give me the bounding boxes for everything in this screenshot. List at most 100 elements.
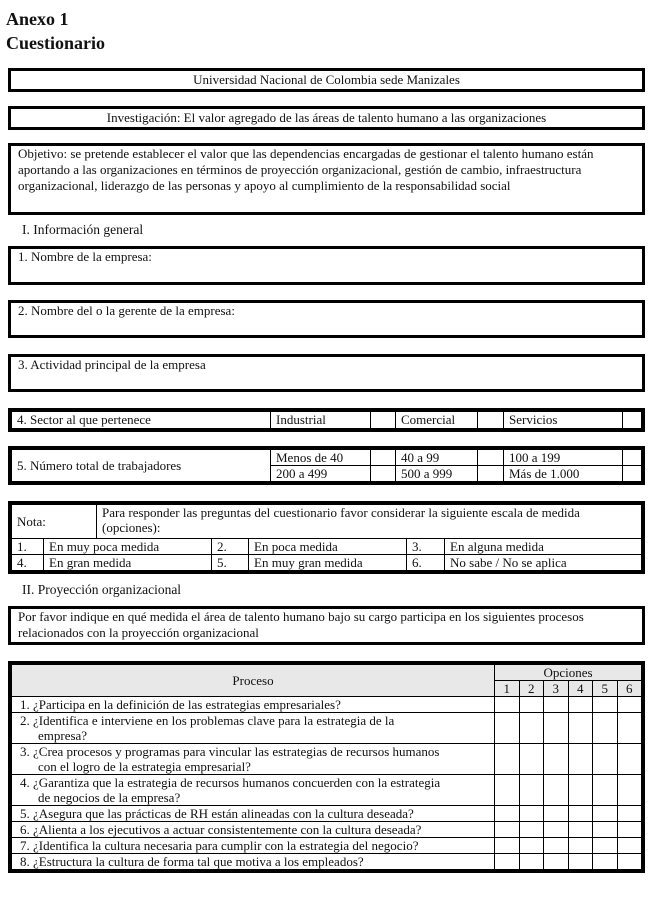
question-line: 6. ¿Alienta a los ejecutivos a actuar co… [20, 822, 422, 837]
answer-cell-option-3[interactable] [543, 805, 569, 822]
answer-cell-option-6[interactable] [616, 821, 642, 838]
question-row: 2. ¿Identifica e interviene en los probl… [11, 712, 642, 744]
scale-label: En poca medida [248, 538, 408, 555]
answer-cell-option-6[interactable] [616, 774, 642, 806]
answer-cell-option-2[interactable] [518, 743, 544, 775]
answer-cell-option-3[interactable] [543, 821, 569, 838]
answer-cell-option-4[interactable] [567, 696, 593, 713]
sector-industrial-checkbox[interactable] [370, 411, 396, 429]
answer-cell-option-1[interactable] [494, 805, 520, 822]
note-text: Para responder las preguntas del cuestio… [96, 504, 642, 539]
answer-cell-option-6[interactable] [616, 805, 642, 822]
answer-cell-option-6[interactable] [616, 712, 642, 744]
answer-cell-option-3[interactable] [543, 837, 569, 854]
answer-cell-option-5[interactable] [592, 853, 618, 870]
workers-label: 5. Número total de trabajadores [11, 449, 271, 482]
answer-cell-option-6[interactable] [616, 743, 642, 775]
answer-cell-option-1[interactable] [494, 743, 520, 775]
scale-number: 4. [11, 554, 44, 571]
answer-cell-option-3[interactable] [543, 853, 569, 870]
answer-cell-option-2[interactable] [518, 696, 544, 713]
answer-cell-option-1[interactable] [494, 853, 520, 870]
answer-cell-option-2[interactable] [518, 837, 544, 854]
answer-cell-option-2[interactable] [518, 853, 544, 870]
answer-cell-option-5[interactable] [592, 805, 618, 822]
answer-cell-option-5[interactable] [592, 743, 618, 775]
workers-option-label: 200 a 499 [270, 465, 371, 482]
answer-cell-option-1[interactable] [494, 774, 520, 806]
manager-name-field[interactable]: 2. Nombre del o la gerente de la empresa… [8, 300, 645, 338]
annex-heading: Anexo 1 [6, 9, 69, 29]
answer-cell-option-3[interactable] [543, 743, 569, 775]
scale-number: 5. [211, 554, 250, 571]
question-text: 4. ¿Garantiza que la estrategia de recur… [11, 774, 495, 806]
answer-cell-option-2[interactable] [518, 774, 544, 806]
answer-cell-option-4[interactable] [567, 774, 593, 806]
answer-cell-option-5[interactable] [592, 696, 618, 713]
answer-cell-option-5[interactable] [592, 712, 618, 744]
question-line: 1. ¿Participa en la definición de las es… [20, 697, 341, 712]
section-2-prompt: Por favor indique en qué medida el área … [8, 606, 645, 645]
option-number-header: 6 [616, 680, 642, 697]
sector-servicios-checkbox[interactable] [622, 411, 642, 429]
option-number-header: 5 [592, 680, 618, 697]
answer-cell-option-1[interactable] [494, 837, 520, 854]
research-box: Investigación: El valor agregado de las … [8, 106, 645, 130]
workers-checkbox[interactable] [370, 465, 396, 482]
workers-checkbox[interactable] [477, 449, 504, 466]
answer-cell-option-1[interactable] [494, 821, 520, 838]
workers-option-label: Más de 1.000 [503, 465, 623, 482]
scale-label: En muy poca medida [42, 538, 213, 555]
question-line: con el logro de la estrategia empresaria… [38, 759, 251, 774]
question-text: 8. ¿Estructura la cultura de forma tal q… [11, 853, 495, 870]
question-row: 4. ¿Garantiza que la estrategia de recur… [11, 774, 642, 806]
process-header: Proceso [11, 664, 495, 697]
main-activity-field[interactable]: 3. Actividad principal de la empresa [8, 354, 645, 392]
sector-option-label: Industrial [270, 411, 371, 429]
answer-cell-option-1[interactable] [494, 696, 520, 713]
answer-cell-option-6[interactable] [616, 696, 642, 713]
question-line: de negocios de la empresa? [38, 790, 181, 805]
sector-option-label: Servicios [503, 411, 623, 429]
answer-cell-option-2[interactable] [518, 712, 544, 744]
manager-name-label: 2. Nombre del o la gerente de la empresa… [18, 303, 235, 318]
answer-cell-option-4[interactable] [567, 805, 593, 822]
workers-checkbox[interactable] [370, 449, 396, 466]
workers-checkbox[interactable] [622, 465, 642, 482]
answer-cell-option-4[interactable] [567, 837, 593, 854]
company-name-field[interactable]: 1. Nombre de la empresa: [8, 246, 645, 285]
option-number-header: 2 [518, 680, 544, 697]
answer-cell-option-5[interactable] [592, 837, 618, 854]
workers-checkbox[interactable] [477, 465, 504, 482]
note-label: Nota: [10, 504, 98, 539]
answer-cell-option-5[interactable] [592, 821, 618, 838]
workers-checkbox[interactable] [622, 449, 642, 466]
answer-cell-option-4[interactable] [567, 712, 593, 744]
scale-number: 3. [406, 538, 446, 555]
question-line: 2. ¿Identifica e interviene en los probl… [20, 713, 395, 728]
question-row: 6. ¿Alienta a los ejecutivos a actuar co… [11, 821, 642, 838]
answer-cell-option-6[interactable] [616, 837, 642, 854]
answer-cell-option-6[interactable] [616, 853, 642, 870]
scale-number: 2. [211, 538, 250, 555]
answer-cell-option-3[interactable] [543, 696, 569, 713]
question-line: empresa? [38, 728, 88, 743]
question-line: 5. ¿Asegura que las prácticas de RH está… [20, 806, 414, 821]
answer-cell-option-3[interactable] [543, 774, 569, 806]
sector-table: 4. Sector al que pertenece Industrial Co… [8, 408, 645, 432]
workers-table: 5. Número total de trabajadores Menos de… [8, 446, 645, 485]
answer-cell-option-2[interactable] [518, 805, 544, 822]
answer-cell-option-3[interactable] [543, 712, 569, 744]
answer-cell-option-4[interactable] [567, 743, 593, 775]
question-text: 3. ¿Crea procesos y programas para vincu… [11, 743, 495, 775]
scale-label: En alguna medida [444, 538, 642, 555]
sector-label: 4. Sector al que pertenece [11, 411, 271, 429]
answer-cell-option-5[interactable] [592, 774, 618, 806]
workers-option-label: 500 a 999 [395, 465, 478, 482]
answer-cell-option-2[interactable] [518, 821, 544, 838]
answer-cell-option-1[interactable] [494, 712, 520, 744]
answer-cell-option-4[interactable] [567, 821, 593, 838]
answer-cell-option-4[interactable] [567, 853, 593, 870]
sector-comercial-checkbox[interactable] [477, 411, 504, 429]
